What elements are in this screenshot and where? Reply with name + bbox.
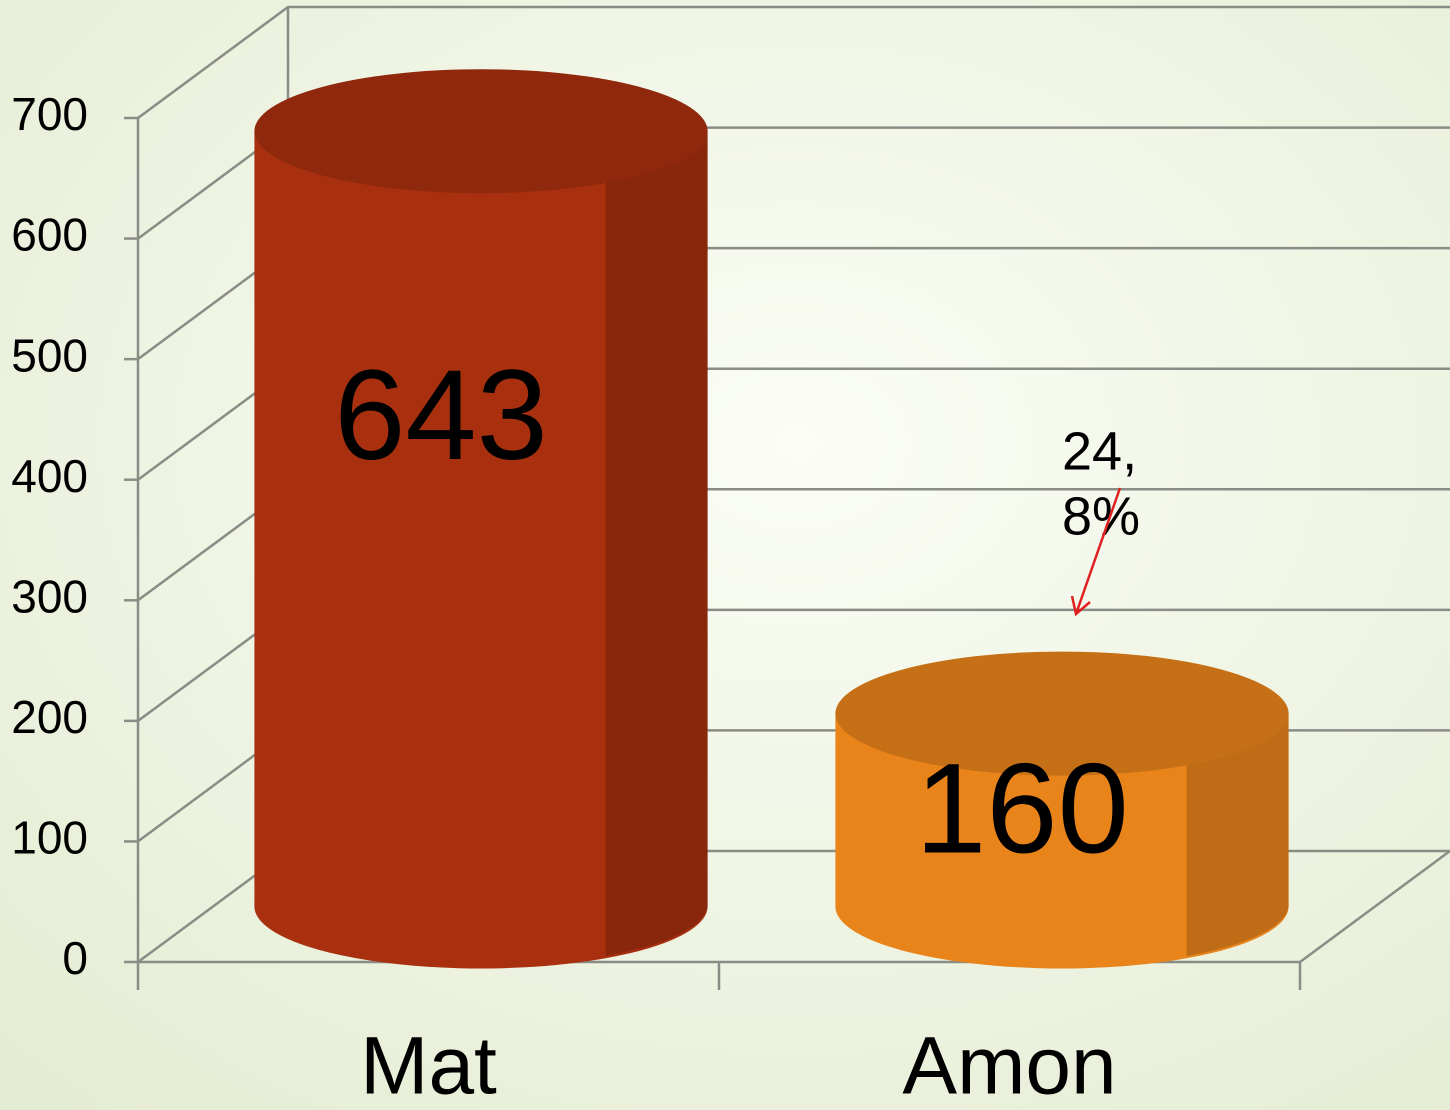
cylinder-top-shade <box>835 651 1289 776</box>
data-label: 160 <box>915 737 1129 880</box>
y-tick-label: 300 <box>11 570 88 622</box>
cylinder-top-shade <box>254 69 708 194</box>
cylinder-body <box>835 713 1289 969</box>
x-tick-label: Mat <box>360 1021 497 1110</box>
grid-line <box>137 5 1450 120</box>
annotation-arrowhead <box>1070 595 1091 617</box>
cylinder-shade <box>605 131 708 957</box>
cylinder-body <box>254 131 708 969</box>
cylinder <box>254 69 708 969</box>
annotation-arrow <box>1074 487 1122 615</box>
cylinder-shade <box>1186 713 1289 957</box>
y-tick-label: 0 <box>62 932 88 984</box>
y-tick-label: 700 <box>11 88 88 140</box>
y-tick-label: 600 <box>11 209 88 261</box>
y-tick-label: 100 <box>11 812 88 864</box>
bars: 643 Mat 160 Amon 24,8% <box>254 69 1289 1110</box>
data-label: 643 <box>334 344 548 487</box>
cylinder-top <box>254 69 708 194</box>
y-tick-label: 400 <box>11 450 88 502</box>
y-tick-label: 500 <box>11 329 88 381</box>
x-tick-label: Amon <box>902 1021 1116 1110</box>
annotation: 8% <box>1062 486 1140 546</box>
annotation: 24, <box>1062 421 1137 481</box>
cylinder <box>835 651 1289 969</box>
cylinder-top <box>835 651 1289 776</box>
y-tick-label: 200 <box>11 691 88 743</box>
